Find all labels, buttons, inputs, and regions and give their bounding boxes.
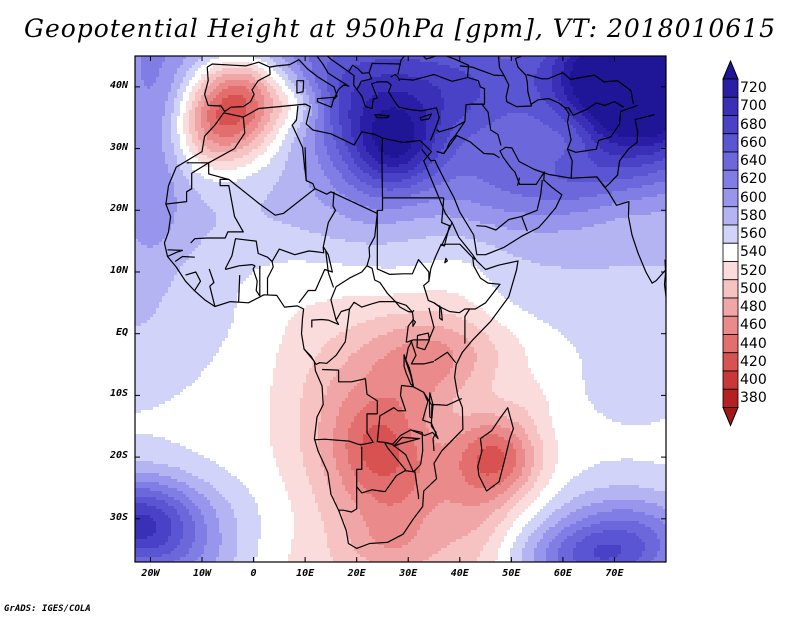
colorbar-label: 720	[740, 80, 767, 97]
y-tick-label: 20S	[109, 450, 128, 462]
x-tick-label: 0	[250, 568, 257, 579]
axis-ticks	[135, 56, 667, 562]
y-tick-label: 10S	[109, 388, 128, 400]
colorbar-label: 420	[740, 353, 767, 370]
colorbar-label: 680	[740, 116, 767, 133]
x-tick-label: 50E	[502, 568, 521, 579]
x-tick-label: 60E	[553, 568, 572, 579]
grads-credit: GrADS: IGES/COLA	[4, 604, 91, 614]
x-tick-label: 30E	[399, 568, 418, 579]
colorbar-label: 620	[740, 171, 767, 188]
x-tick-label: 20W	[141, 568, 160, 579]
colorbar	[722, 59, 739, 427]
colorbar-label: 600	[740, 189, 767, 206]
colorbar-label: 400	[740, 372, 767, 389]
colorbar-label: 640	[740, 153, 767, 170]
x-tick-label: 10E	[296, 568, 315, 579]
y-tick-label: EQ	[115, 326, 128, 338]
colorbar-label: 520	[740, 262, 767, 279]
x-tick-label: 20E	[347, 568, 366, 579]
colorbar-label: 700	[740, 98, 767, 115]
colorbar-label: 560	[740, 226, 767, 243]
colorbar-label: 480	[740, 299, 767, 316]
y-tick-label: 20N	[109, 203, 128, 215]
plot-frame	[134, 55, 667, 563]
x-tick-label: 10W	[192, 568, 212, 579]
y-tick-label: 30S	[109, 511, 128, 523]
height-field	[135, 56, 666, 562]
chart-title: Geopotential Height at 950hPa [gpm], VT:…	[23, 14, 777, 43]
colorbar-label: 580	[740, 207, 767, 224]
colorbar-label: 460	[740, 317, 767, 334]
colorbar-label: 500	[740, 280, 767, 297]
coastlines-borders	[163, 56, 666, 549]
y-tick-label: 30N	[109, 141, 128, 153]
x-tick-label: 70E	[605, 568, 624, 579]
colorbar-label: 660	[740, 134, 767, 151]
colorbar-label: 380	[740, 390, 767, 407]
y-tick-label: 10N	[109, 264, 128, 276]
x-tick-label: 40E	[450, 568, 469, 579]
colorbar-label: 440	[740, 335, 767, 352]
colorbar-label: 540	[740, 244, 767, 261]
y-tick-label: 40N	[109, 79, 128, 91]
